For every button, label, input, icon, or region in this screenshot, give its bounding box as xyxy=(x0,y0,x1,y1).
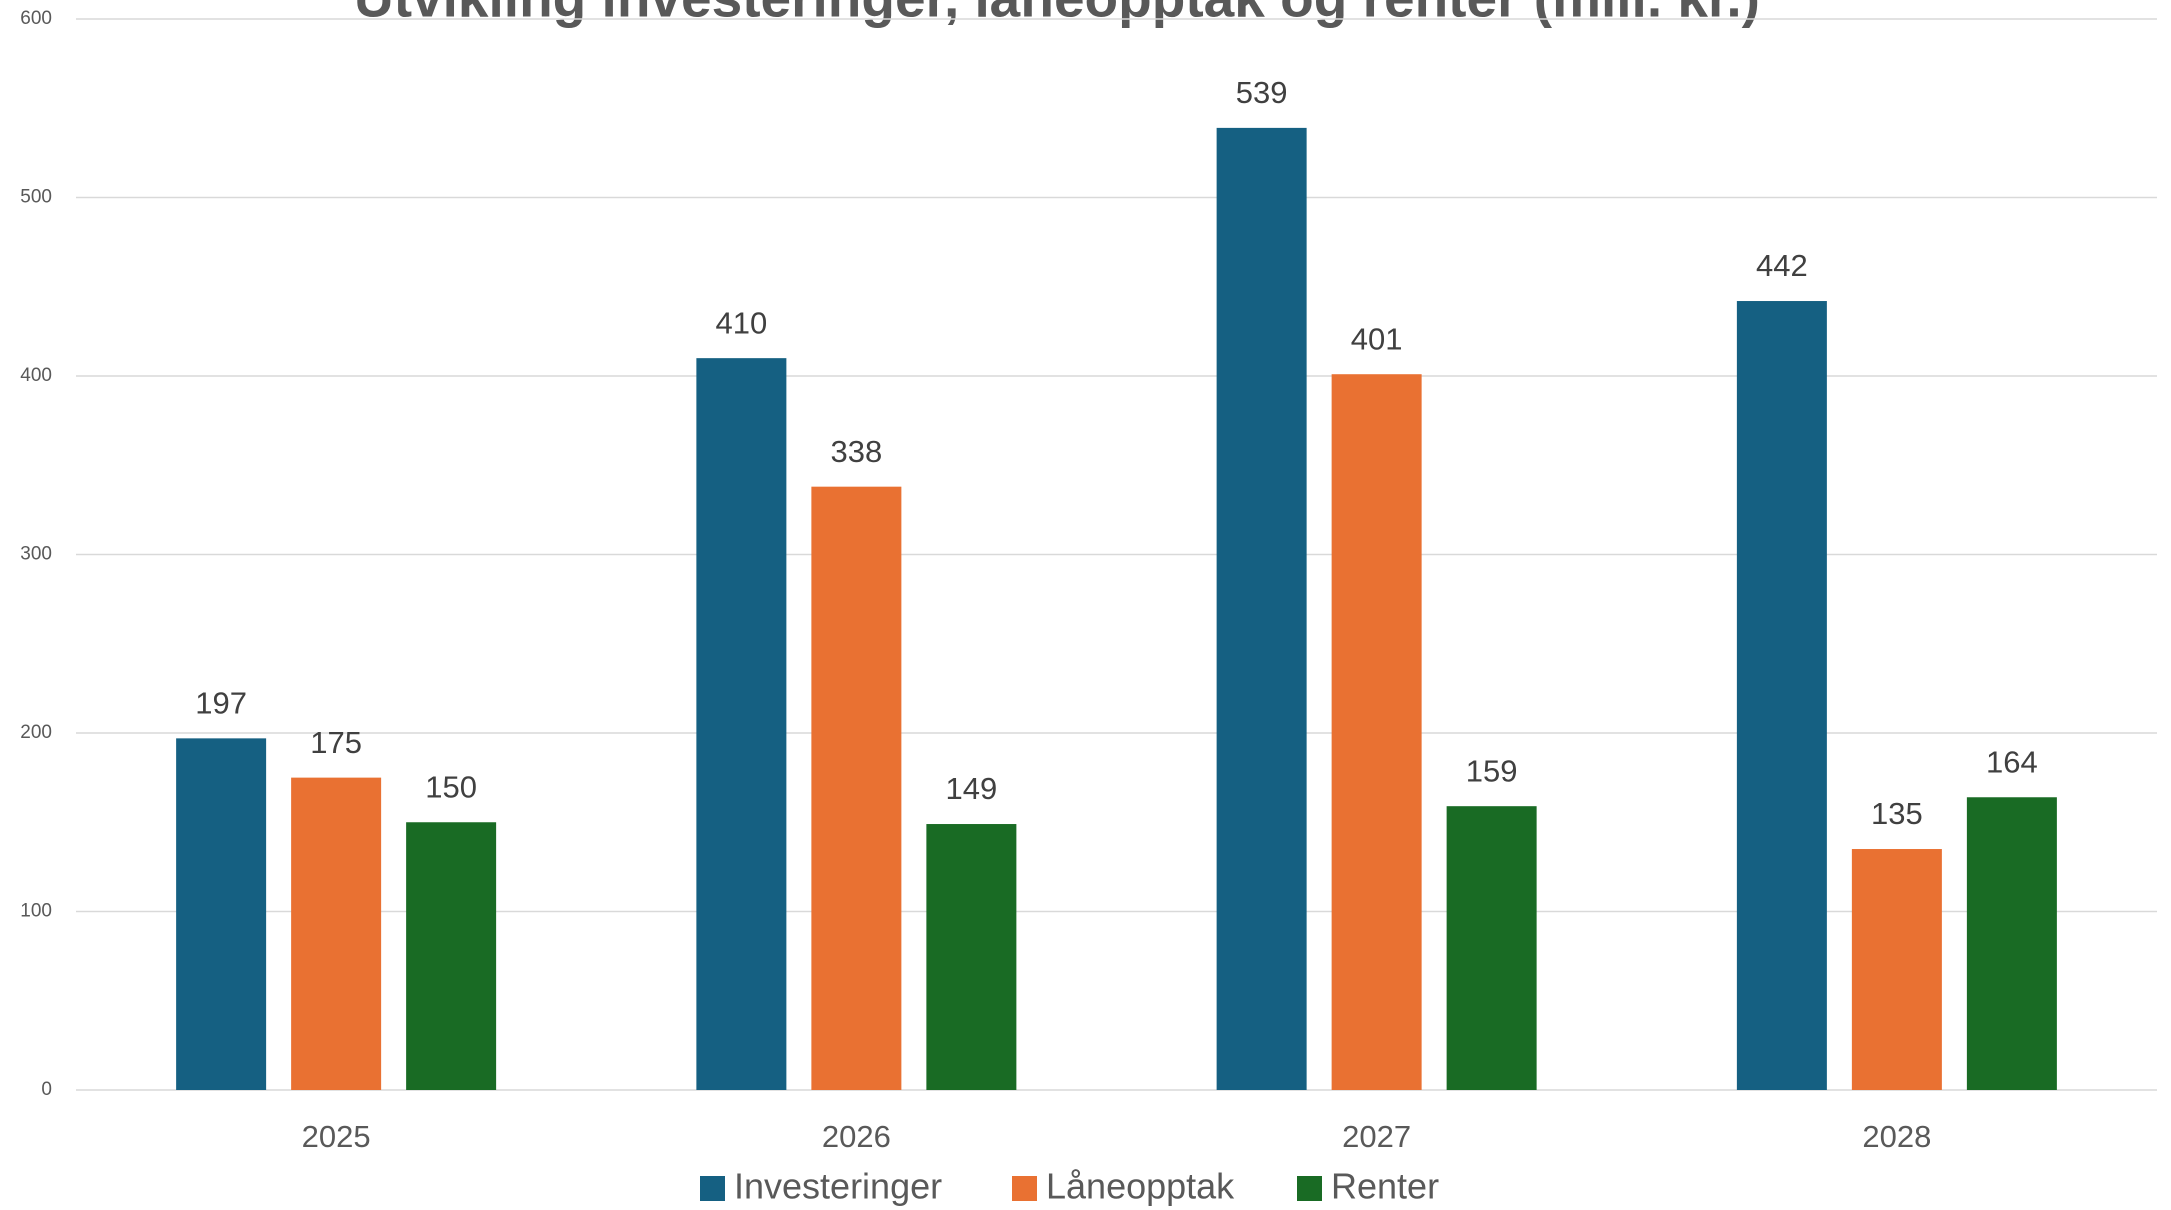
bar xyxy=(1446,806,1537,1090)
data-label: 149 xyxy=(946,771,998,806)
data-label: 164 xyxy=(1986,744,2038,779)
bar xyxy=(811,486,902,1090)
bar xyxy=(176,738,267,1090)
data-label: 539 xyxy=(1236,75,1288,110)
y-tick-label: 600 xyxy=(20,8,52,29)
bar xyxy=(1966,797,2057,1090)
y-tick-label: 400 xyxy=(20,365,52,386)
y-tick-label: 300 xyxy=(20,544,52,565)
data-label: 442 xyxy=(1756,248,1808,283)
bar xyxy=(926,824,1017,1090)
legend-label: Investeringer xyxy=(734,1166,942,1207)
y-tick-label: 100 xyxy=(20,901,52,922)
legend-swatch xyxy=(700,1176,725,1201)
data-label: 338 xyxy=(831,434,883,469)
legend-label: Renter xyxy=(1331,1166,1439,1207)
legend-label: Låneopptak xyxy=(1046,1166,1235,1207)
bar xyxy=(1331,374,1422,1091)
bar xyxy=(406,822,497,1090)
bar xyxy=(1736,301,1827,1090)
legend-swatch xyxy=(1012,1176,1037,1201)
y-tick-label: 0 xyxy=(41,1079,52,1100)
data-label: 175 xyxy=(310,725,362,760)
bar xyxy=(1851,849,1942,1090)
y-tick-label: 500 xyxy=(20,187,52,208)
bar xyxy=(696,358,787,1090)
x-tick-label: 2026 xyxy=(822,1119,891,1154)
data-label: 159 xyxy=(1466,753,1518,788)
legend-swatch xyxy=(1297,1176,1322,1201)
bar xyxy=(1216,127,1307,1090)
data-label: 150 xyxy=(425,769,477,804)
y-tick-label: 200 xyxy=(20,722,52,743)
data-label: 410 xyxy=(716,305,768,340)
data-label: 197 xyxy=(195,686,247,721)
x-tick-label: 2028 xyxy=(1862,1119,1931,1154)
data-label: 135 xyxy=(1871,796,1923,831)
data-label: 401 xyxy=(1351,321,1403,356)
x-tick-label: 2027 xyxy=(1342,1119,1411,1154)
chart-title: Utvikling investeringer, låneopptak og r… xyxy=(354,0,1760,29)
x-tick-label: 2025 xyxy=(302,1119,371,1154)
bar xyxy=(291,777,382,1090)
